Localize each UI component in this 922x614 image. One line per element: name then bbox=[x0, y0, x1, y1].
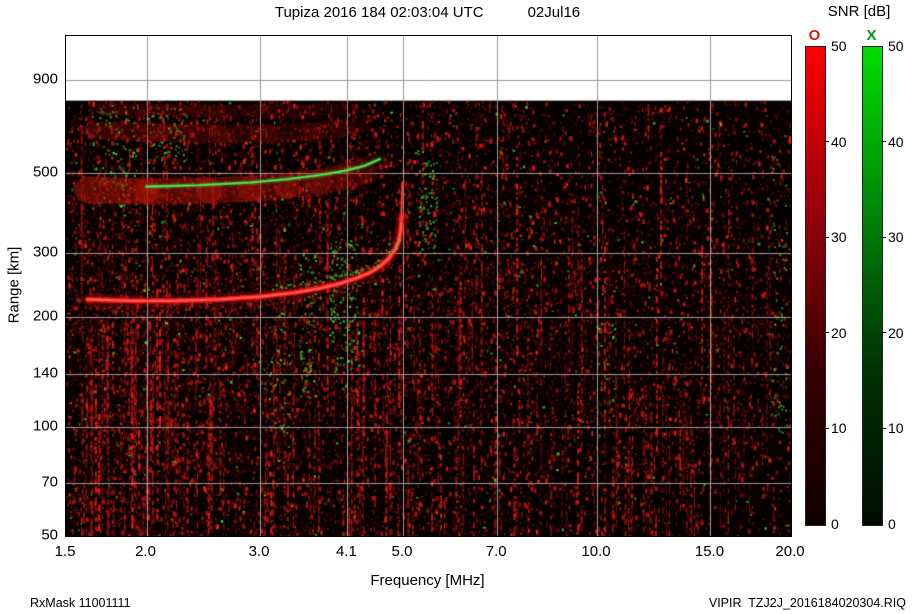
footer-filename: VIPIR TZJ2J_2016184020304.RIQ bbox=[708, 596, 906, 610]
y-tick-label: 500 bbox=[32, 163, 58, 181]
colorbar-group: O 0 10 20 30 40 50 X 0 10 20 30 40 50 bbox=[803, 0, 922, 614]
colorbar-tick-mark bbox=[881, 332, 886, 334]
colorbar-tick-label: 50 bbox=[831, 38, 847, 54]
colorbar-title: SNR [dB] bbox=[827, 3, 891, 20]
colorbar-tick-label: 0 bbox=[888, 516, 896, 532]
plot-title-text: Tupiza 2016 184 02:03:04 UTC bbox=[274, 4, 484, 21]
colorbar-tick-label: 40 bbox=[831, 133, 847, 150]
x-tick-label: 10.0 bbox=[581, 543, 611, 560]
plot-area bbox=[65, 35, 792, 537]
colorbar-tick-mark bbox=[824, 141, 829, 143]
y-tick-label: 140 bbox=[32, 364, 58, 382]
x-tick-label: 2.0 bbox=[135, 543, 156, 560]
colorbar-tick-label: 10 bbox=[831, 420, 847, 437]
x-axis-label: Frequency [MHz] bbox=[370, 572, 485, 589]
colorbar-tick-label: 30 bbox=[888, 229, 904, 246]
x-tick-label: 4.1 bbox=[336, 543, 357, 560]
colorbar-gradient-o bbox=[805, 46, 826, 526]
colorbar-tick-label: 0 bbox=[831, 516, 839, 532]
colorbar-tick-label: 30 bbox=[831, 229, 847, 246]
y-tick-label: 50 bbox=[41, 526, 58, 544]
y-tick-label: 70 bbox=[41, 473, 58, 491]
y-tick-label: 900 bbox=[32, 70, 58, 88]
colorbar-label-o: O bbox=[808, 27, 821, 44]
plot-title: Tupiza 2016 184 02:03:04 UTC 02Jul16 bbox=[65, 4, 790, 21]
colorbar-tick-label: 50 bbox=[888, 38, 904, 54]
plot-title-date: 02Jul16 bbox=[527, 4, 581, 21]
y-tick-label: 300 bbox=[32, 243, 58, 261]
colorbar-tick-mark bbox=[881, 427, 886, 429]
y-tick-label: 100 bbox=[32, 417, 58, 435]
colorbar-tick-mark bbox=[881, 141, 886, 143]
x-tick-label: 7.0 bbox=[485, 543, 507, 560]
x-tick-label: 1.5 bbox=[54, 543, 76, 560]
colorbar-tick-mark bbox=[881, 236, 886, 238]
colorbar-tick-label: 10 bbox=[888, 420, 904, 437]
ionogram-canvas bbox=[66, 36, 791, 536]
x-tick-label: 5.0 bbox=[391, 543, 413, 560]
colorbar-tick-mark bbox=[824, 332, 829, 334]
footer-rxmask: RxMask 11001111 bbox=[30, 596, 131, 610]
colorbar-tick-mark bbox=[824, 236, 829, 238]
x-tick-label: 15.0 bbox=[694, 543, 725, 560]
colorbar-label-x: X bbox=[866, 27, 877, 44]
colorbar-tick-label: 40 bbox=[888, 133, 904, 150]
colorbar-tick-label: 20 bbox=[888, 324, 904, 341]
colorbar-tick-label: 20 bbox=[831, 324, 847, 341]
colorbar-gradient-x bbox=[862, 46, 883, 526]
colorbar-tick-mark bbox=[824, 427, 829, 429]
y-tick-label: 200 bbox=[32, 307, 58, 325]
x-tick-label: 3.0 bbox=[248, 543, 270, 560]
x-tick-label: 20.0 bbox=[775, 543, 805, 560]
